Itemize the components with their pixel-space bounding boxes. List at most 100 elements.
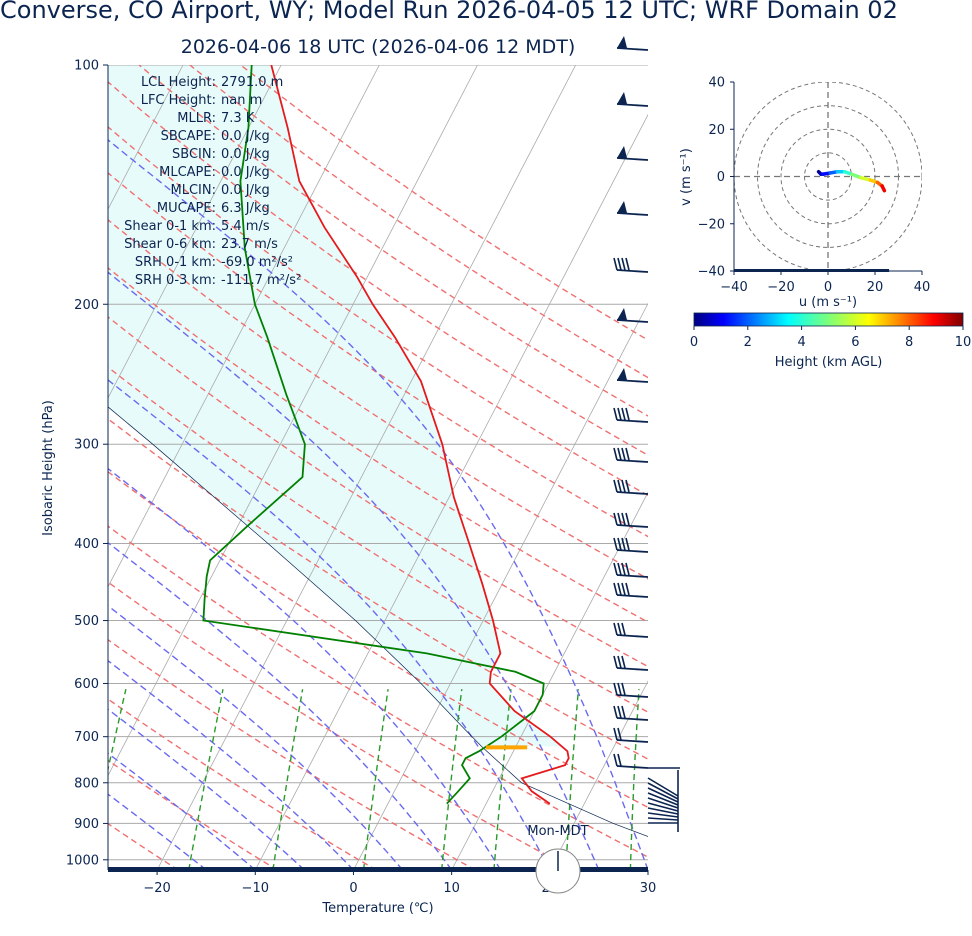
- wind-barb: [647, 777, 679, 797]
- wind-barb: [613, 622, 649, 638]
- stat-label: MLLR:: [177, 111, 216, 126]
- isotherm-line: [108, 65, 478, 777]
- isotherm-line: [108, 65, 282, 399]
- wind-barb: [647, 812, 679, 818]
- wind-barbs: [613, 36, 680, 832]
- wind-barb: [616, 201, 649, 216]
- isotherm-line: [156, 65, 577, 870]
- stat-value: -69.0 m²/s²: [221, 255, 293, 270]
- wind-barb: [613, 537, 649, 553]
- stat-value: 23.7 m/s: [221, 237, 278, 252]
- wind-barb: [613, 512, 649, 528]
- y-tick-label: 700: [74, 730, 99, 745]
- stat-label: Shear 0-1 km:: [124, 219, 216, 234]
- wind-barb: [613, 447, 649, 463]
- stat-label: SRH 0-3 km:: [135, 273, 216, 288]
- mixing-ratio-line: [272, 689, 304, 870]
- dry-adiabat: [108, 470, 648, 809]
- mixing-ratio-line: [565, 689, 580, 870]
- profile-lines: [108, 65, 648, 837]
- isotherm-line: [746, 65, 972, 870]
- hodograph-y-tick-label: −40: [698, 265, 725, 280]
- wind-barb: [613, 582, 649, 598]
- hodograph-x-tick-label: 0: [824, 280, 832, 295]
- wind-barb: [647, 802, 679, 812]
- wind-barb: [616, 308, 649, 323]
- wind-barb: [647, 797, 679, 809]
- skew-t-axes: Temperature (℃) Isobaric Height (hPa) −2…: [41, 59, 656, 917]
- moist-adiabat: [108, 379, 551, 870]
- stat-label: MLCIN:: [171, 183, 216, 198]
- y-tick-label: 500: [74, 614, 99, 629]
- y-tick-label: 900: [74, 817, 99, 832]
- stats-box: LCL Height: 2791.0 m LFC Height: nan m MLLR:…: [124, 75, 301, 288]
- moist-adiabat: [108, 659, 355, 870]
- stat-label: LFC Height:: [141, 93, 216, 108]
- wind-barb: [616, 36, 649, 51]
- wind-barb: [613, 407, 649, 423]
- stat-value: 7.3 K: [221, 111, 255, 126]
- wind-barb: [616, 368, 649, 383]
- stat-value: 6.3 J/kg: [221, 201, 270, 216]
- stat-value: 2791.0 m: [221, 75, 283, 90]
- isotherm-line: [108, 65, 184, 211]
- hodograph-segment: [880, 184, 887, 193]
- x-axis-label: Temperature (℃): [321, 901, 433, 916]
- x-tick-label: 30: [640, 881, 657, 896]
- moist-adiabat: [108, 139, 648, 870]
- wind-barb: [613, 479, 649, 495]
- chart-subtitle: 2026-04-06 18 UTC (2026-04-06 12 MDT): [180, 36, 576, 58]
- moist-adiabat: [108, 541, 453, 870]
- colorbar: [693, 312, 964, 327]
- mixing-ratio-line: [362, 689, 389, 870]
- mixing-ratio-line: [188, 689, 224, 870]
- hodograph-x-tick-label: −20: [767, 280, 794, 295]
- isotherm-line: [647, 869, 648, 870]
- parcel-line: [108, 406, 648, 837]
- y-tick-label: 100: [74, 59, 99, 74]
- dry-adiabat: [108, 638, 476, 870]
- chart-title: Converse, CO Airport, WY; Model Run 2026…: [0, 0, 898, 24]
- wind-barb: [613, 727, 649, 743]
- colorbar-tick-label: 4: [797, 335, 805, 350]
- hodograph-y-tick-label: −20: [698, 217, 725, 232]
- y-tick-label: 300: [74, 438, 99, 453]
- hodograph-y-tick-label: 20: [708, 123, 725, 138]
- y-tick-label: 1000: [66, 853, 99, 868]
- dry-adiabat: [108, 126, 648, 497]
- hodograph-x-label: u (m s⁻¹): [799, 295, 857, 310]
- wind-barb: [616, 146, 649, 161]
- stat-label: LCL Height:: [141, 75, 216, 90]
- dry-adiabat: [108, 759, 278, 870]
- y-tick-label: 400: [74, 537, 99, 552]
- colorbar-tick-label: 10: [955, 335, 972, 350]
- background-lines: [0, 65, 972, 870]
- dry-adiabat: [0, 65, 79, 870]
- wind-barb: [647, 782, 679, 800]
- y-tick-label: 200: [74, 298, 99, 313]
- hodograph-x-tick-label: −40: [720, 280, 747, 295]
- mixing-ratio-line: [441, 689, 463, 870]
- stat-value: -111.7 m²/s²: [221, 273, 301, 288]
- wind-barb: [613, 682, 649, 698]
- clock-label: Mon-MDT: [527, 824, 588, 839]
- hodograph-y-tick-label: 0: [717, 170, 725, 185]
- x-tick-label: 10: [443, 881, 460, 896]
- wind-barb: [647, 807, 679, 815]
- moist-adiabat: [108, 271, 600, 870]
- y-tick-label: 600: [74, 677, 99, 692]
- dry-adiabat: [108, 366, 648, 713]
- stat-label: MUCAPE:: [157, 201, 216, 216]
- stat-label: Shear 0-6 km:: [124, 237, 216, 252]
- stat-value: 5.4 m/s: [221, 219, 270, 234]
- dewpoint-line: [202, 65, 545, 805]
- cape-shade: [108, 65, 562, 747]
- stat-value: 0.0 J/kg: [221, 165, 270, 180]
- isotherm-line: [549, 680, 648, 870]
- y-tick-label: 800: [74, 776, 99, 791]
- stat-label: SRH 0-1 km:: [135, 255, 216, 270]
- stat-label: SBCIN:: [172, 147, 216, 162]
- isotherm-line: [254, 113, 648, 870]
- wind-barb: [647, 792, 679, 806]
- colorbar-label: Height (km AGL): [775, 355, 883, 370]
